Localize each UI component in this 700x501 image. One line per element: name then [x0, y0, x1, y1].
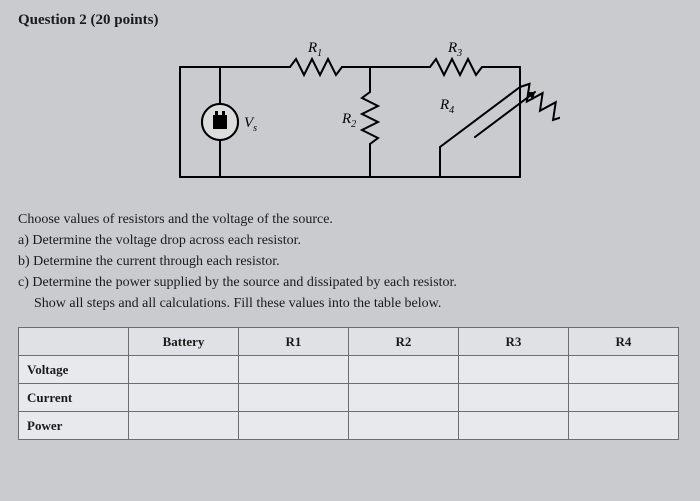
- label-r3: R3: [447, 40, 462, 59]
- label-r1: R1: [307, 40, 322, 59]
- table-row: Current: [19, 384, 679, 412]
- prompt-c: c) Determine the power supplied by the s…: [18, 274, 682, 293]
- col-r1: R1: [239, 328, 349, 356]
- cell[interactable]: [129, 384, 239, 412]
- table-header-row: Battery R1 R2 R3 R4: [19, 328, 679, 356]
- circuit-diagram: Vs R1 R2 R3 R4: [18, 37, 682, 197]
- cell[interactable]: [349, 412, 459, 440]
- cell[interactable]: [459, 412, 569, 440]
- cell[interactable]: [239, 356, 349, 384]
- cell[interactable]: [349, 384, 459, 412]
- cell[interactable]: [129, 412, 239, 440]
- prompt-tail: Show all steps and all calculations. Fil…: [18, 295, 682, 314]
- row-voltage-label: Voltage: [19, 356, 129, 384]
- prompt-lead: Choose values of resistors and the volta…: [18, 211, 682, 230]
- prompt-b: b) Determine the current through each re…: [18, 253, 682, 272]
- cell[interactable]: [239, 412, 349, 440]
- cell[interactable]: [459, 356, 569, 384]
- cell[interactable]: [569, 384, 679, 412]
- label-r4: R4: [439, 97, 454, 116]
- row-current-label: Current: [19, 384, 129, 412]
- col-r2: R2: [349, 328, 459, 356]
- question-title: Question 2 (20 points): [18, 12, 682, 29]
- answer-table: Battery R1 R2 R3 R4 Voltage Current: [18, 327, 679, 440]
- col-r4: R4: [569, 328, 679, 356]
- question-prompt: Choose values of resistors and the volta…: [18, 211, 682, 313]
- label-vs: Vs: [244, 115, 257, 134]
- cell[interactable]: [239, 384, 349, 412]
- col-r3: R3: [459, 328, 569, 356]
- cell[interactable]: [569, 356, 679, 384]
- col-blank: [19, 328, 129, 356]
- row-power-label: Power: [19, 412, 129, 440]
- cell[interactable]: [349, 356, 459, 384]
- table-row: Power: [19, 412, 679, 440]
- label-r2: R2: [341, 111, 356, 130]
- table-row: Voltage: [19, 356, 679, 384]
- cell[interactable]: [129, 356, 239, 384]
- prompt-a: a) Determine the voltage drop across eac…: [18, 232, 682, 251]
- col-battery: Battery: [129, 328, 239, 356]
- cell[interactable]: [569, 412, 679, 440]
- cell[interactable]: [459, 384, 569, 412]
